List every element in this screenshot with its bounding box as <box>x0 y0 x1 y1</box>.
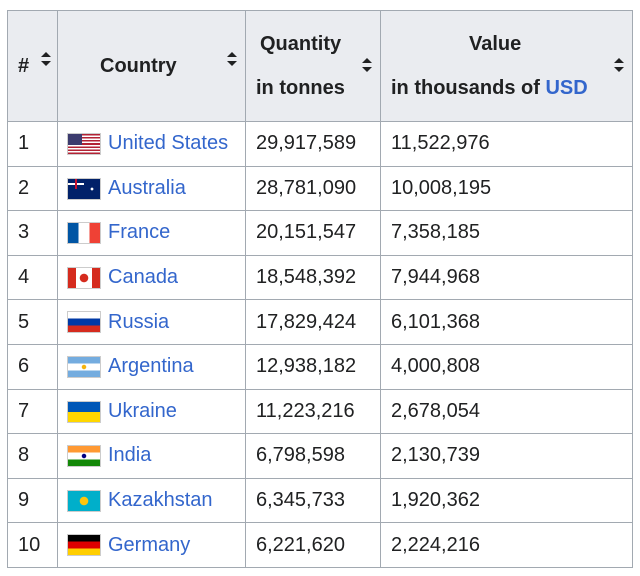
flag-icon <box>68 178 100 199</box>
table-row: 10 Germany 6,221,620 2,224,216 <box>7 522 633 568</box>
country-cell: Argentina <box>57 343 246 390</box>
quantity-cell: 28,781,090 <box>245 165 381 212</box>
table-row: 1 United States 29,917,589 11,522,976 <box>7 121 633 167</box>
flag-icon <box>68 267 100 288</box>
value-cell: 4,000,808 <box>380 343 633 390</box>
value-cell: 2,130,739 <box>380 433 633 479</box>
country-link[interactable]: Russia <box>108 310 170 333</box>
country-link[interactable]: India <box>108 444 152 467</box>
table-head: # Country Quantity in tonnes Value in thou… <box>7 10 633 122</box>
quantity-header: Quantity in tonnes <box>245 10 381 122</box>
country-cell: Russia <box>57 299 246 345</box>
header-text: # <box>18 55 30 77</box>
table-row: 2 Australia 28,781,090 10,008,195 <box>7 165 633 212</box>
currency-link[interactable]: USD <box>545 77 588 99</box>
country-link[interactable]: France <box>108 221 171 244</box>
country-cell: France <box>57 210 246 256</box>
flag-icon <box>68 223 100 244</box>
value-cell: 10,008,195 <box>380 165 633 212</box>
table-body: 1 United States 29,917,589 11,522,976 2 Austr… <box>7 121 633 568</box>
country-cell: Canada <box>57 254 246 301</box>
quantity-cell: 6,221,620 <box>245 522 381 568</box>
rank-cell: 8 <box>7 433 58 479</box>
table-row: 8 India 6,798,598 2,130,739 <box>7 433 633 479</box>
header-unit: in thousands of <box>391 77 540 99</box>
header-text: Quantity <box>260 33 342 55</box>
table-row: 7 Ukraine 11,223,216 2,678,054 <box>7 388 633 435</box>
value-cell: 7,358,185 <box>380 210 633 256</box>
rank-cell: 10 <box>7 522 58 568</box>
header-unit-line: in thousands of USD <box>391 66 622 110</box>
value-cell: 1,920,362 <box>380 477 633 524</box>
country-link[interactable]: Kazakhstan <box>108 489 213 512</box>
table-row: 9 Kazakhstan 6,345,733 1,920,362 <box>7 477 633 524</box>
value-cell: 2,224,216 <box>380 522 633 568</box>
header-row: # Country Quantity in tonnes Value in thou… <box>7 10 633 122</box>
rank-cell: 7 <box>7 388 58 435</box>
rank-cell: 4 <box>7 254 58 301</box>
value-cell: 11,522,976 <box>380 121 633 167</box>
country-cell: India <box>57 433 246 479</box>
flag-icon <box>68 134 100 155</box>
header-text: Value <box>469 33 522 55</box>
country-link[interactable]: Ukraine <box>108 399 177 422</box>
flag-icon <box>68 535 100 556</box>
quantity-cell: 6,798,598 <box>245 433 381 479</box>
country-link[interactable]: United States <box>108 132 229 155</box>
table-row: 3 France 20,151,547 7,358,185 <box>7 210 633 256</box>
sort-button[interactable] <box>614 58 624 72</box>
country-cell: United States <box>57 121 246 167</box>
flag-icon <box>68 312 100 333</box>
data-table: # Country Quantity in tonnes Value in thou… <box>7 10 633 568</box>
rank-header: # <box>7 10 58 122</box>
flag-icon <box>68 446 100 467</box>
country-header: Country <box>57 10 246 122</box>
table-row: 4 Canada 18,548,392 7,944,968 <box>7 254 633 301</box>
country-cell: Australia <box>57 165 246 212</box>
value-cell: 6,101,368 <box>380 299 633 345</box>
country-link[interactable]: Argentina <box>108 355 194 378</box>
table-row: 6 Argentina 12,938,182 4,000,808 <box>7 343 633 390</box>
country-cell: Ukraine <box>57 388 246 435</box>
flag-icon <box>68 401 100 422</box>
country-cell: Germany <box>57 522 246 568</box>
rank-cell: 1 <box>7 121 58 167</box>
value-header: Value in thousands of USD <box>380 10 633 122</box>
sort-button[interactable] <box>227 52 237 66</box>
country-link[interactable]: Canada <box>108 266 179 289</box>
header-text: Country <box>100 55 177 77</box>
rank-cell: 6 <box>7 343 58 390</box>
sort-button[interactable] <box>41 52 51 66</box>
value-cell: 7,944,968 <box>380 254 633 301</box>
quantity-cell: 29,917,589 <box>245 121 381 167</box>
country-link[interactable]: Germany <box>108 533 191 556</box>
quantity-cell: 6,345,733 <box>245 477 381 524</box>
header-unit: in tonnes <box>256 77 345 99</box>
rank-cell: 9 <box>7 477 58 524</box>
quantity-cell: 18,548,392 <box>245 254 381 301</box>
quantity-cell: 20,151,547 <box>245 210 381 256</box>
country-link[interactable]: Australia <box>108 176 186 199</box>
table-row: 5 Russia 17,829,424 6,101,368 <box>7 299 633 345</box>
country-cell: Kazakhstan <box>57 477 246 524</box>
quantity-cell: 17,829,424 <box>245 299 381 345</box>
flag-icon <box>68 490 100 511</box>
flag-icon <box>68 356 100 377</box>
value-cell: 2,678,054 <box>380 388 633 435</box>
rank-cell: 3 <box>7 210 58 256</box>
rank-cell: 2 <box>7 165 58 212</box>
rank-cell: 5 <box>7 299 58 345</box>
sort-button[interactable] <box>362 58 372 72</box>
quantity-cell: 11,223,216 <box>245 388 381 435</box>
quantity-cell: 12,938,182 <box>245 343 381 390</box>
